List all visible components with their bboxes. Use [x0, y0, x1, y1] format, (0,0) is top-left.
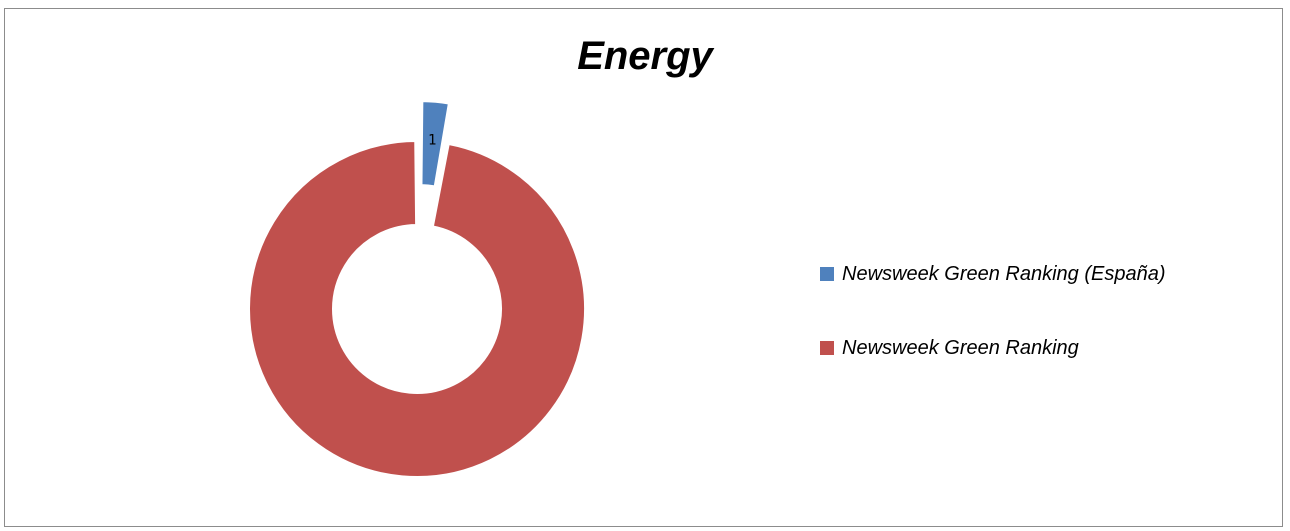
legend-swatch — [820, 267, 834, 281]
chart-frame — [4, 8, 1283, 527]
data-labels-group: 1 — [428, 133, 436, 149]
legend-swatch — [820, 341, 834, 355]
slice-1 — [420, 100, 451, 188]
chart-title: Energy — [577, 34, 713, 78]
legend: Newsweek Green Ranking (España) Newsweek… — [820, 262, 1166, 410]
legend-label: Newsweek Green Ranking — [842, 336, 1079, 359]
slice-2 — [248, 139, 586, 478]
legend-label: Newsweek Green Ranking (España) — [842, 262, 1166, 285]
data-label: 1 — [428, 133, 436, 149]
legend-item: Newsweek Green Ranking (España) — [820, 262, 1166, 286]
legend-item: Newsweek Green Ranking — [820, 336, 1166, 360]
slices-group — [248, 100, 586, 478]
